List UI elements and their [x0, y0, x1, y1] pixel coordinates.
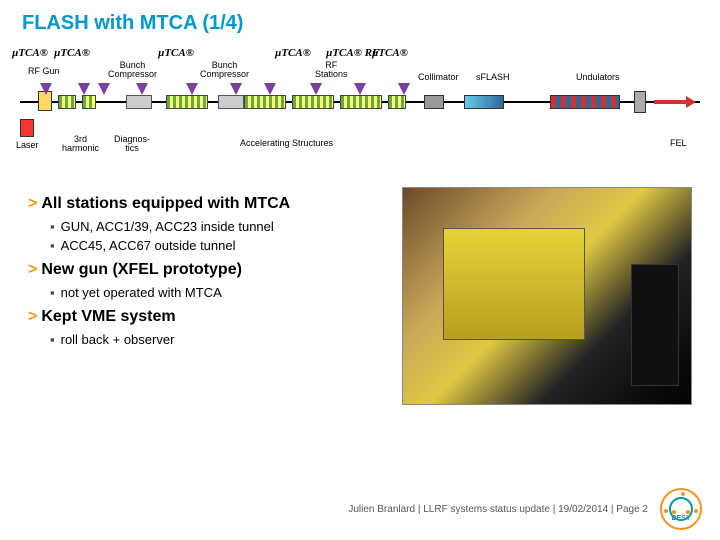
bpm-marker-icon	[98, 83, 110, 95]
mtca-label: µTCA®	[372, 47, 408, 59]
diagram-label: Bunch Compressor	[200, 61, 249, 80]
bpm-marker-icon	[354, 83, 366, 95]
diagram-label: Diagnos- tics	[114, 135, 150, 154]
bullet-l2: ▪not yet operated with MTCA	[50, 285, 392, 300]
beam-dump	[634, 91, 646, 113]
bullet-l1: >Kept VME system	[28, 308, 392, 326]
bpm-marker-icon	[264, 83, 276, 95]
bullet-list: >All stations equipped with MTCA ▪GUN, A…	[28, 187, 392, 405]
sflash-block	[464, 95, 504, 109]
bpm-marker-icon	[310, 83, 322, 95]
mtca-label: µTCA®	[12, 47, 48, 59]
bullet-text: New gun (XFEL prototype)	[41, 261, 242, 278]
accelerating-cavity	[292, 95, 334, 109]
bullet-l2: ▪ACC45, ACC67 outside tunnel	[50, 238, 392, 253]
diagram-label: 3rd harmonic	[62, 135, 99, 154]
mtca-label: µTCA®	[275, 47, 311, 59]
bullet-text: roll back + observer	[61, 332, 175, 347]
accelerating-cavity	[388, 95, 406, 109]
bullet-text: ACC45, ACC67 outside tunnel	[61, 238, 236, 253]
bpm-marker-icon	[230, 83, 242, 95]
diagram-label: Accelerating Structures	[240, 139, 333, 148]
accelerating-cavity	[340, 95, 382, 109]
beamline-diagram: µTCA®µTCA®µTCA®µTCA®µTCA® RFµTCA®RF GunB…	[10, 47, 710, 177]
diagram-label: RF Gun	[28, 67, 60, 76]
bpm-marker-icon	[78, 83, 90, 95]
bullet-text: Kept VME system	[41, 308, 175, 325]
laser-block	[20, 119, 34, 137]
diagram-label: FEL	[670, 139, 687, 148]
fel-arrow-icon	[654, 100, 688, 104]
accelerating-cavity	[58, 95, 76, 109]
bullet-l2: ▪GUN, ACC1/39, ACC23 inside tunnel	[50, 219, 392, 234]
bunch-compressor	[218, 95, 244, 109]
bpm-marker-icon	[40, 83, 52, 95]
diagram-label: sFLASH	[476, 73, 510, 82]
diagram-label: Collimator	[418, 73, 459, 82]
slide-footer: Julien Branlard | LLRF systems status up…	[0, 488, 720, 530]
diagram-label: Bunch Compressor	[108, 61, 157, 80]
equipment-photo	[402, 187, 692, 405]
mtca-label: µTCA®	[54, 47, 90, 59]
bullet-l1: >All stations equipped with MTCA	[28, 195, 392, 213]
desy-logo-icon: DESY	[660, 488, 702, 530]
bullet-text: GUN, ACC1/39, ACC23 inside tunnel	[61, 219, 274, 234]
undulator-block	[550, 95, 620, 109]
desy-logo-text: DESY	[671, 515, 690, 522]
mtca-label: µTCA®	[158, 47, 194, 59]
bpm-marker-icon	[398, 83, 410, 95]
diagram-label: Laser	[16, 141, 39, 150]
diagram-label: RF Stations	[315, 61, 348, 80]
bullet-l1: >New gun (XFEL prototype)	[28, 261, 392, 279]
diagram-label: Undulators	[576, 73, 620, 82]
collimator-block	[424, 95, 444, 109]
bullet-text: All stations equipped with MTCA	[41, 195, 290, 212]
page-title: FLASH with MTCA (1/4)	[22, 12, 698, 35]
bpm-marker-icon	[186, 83, 198, 95]
bunch-compressor	[126, 95, 152, 109]
accelerating-cavity	[166, 95, 208, 109]
accelerating-cavity	[82, 95, 96, 109]
bullet-l2: ▪roll back + observer	[50, 332, 392, 347]
footer-text: Julien Branlard | LLRF systems status up…	[348, 504, 648, 515]
accelerating-cavity	[244, 95, 286, 109]
bullet-text: not yet operated with MTCA	[61, 285, 222, 300]
bpm-marker-icon	[136, 83, 148, 95]
